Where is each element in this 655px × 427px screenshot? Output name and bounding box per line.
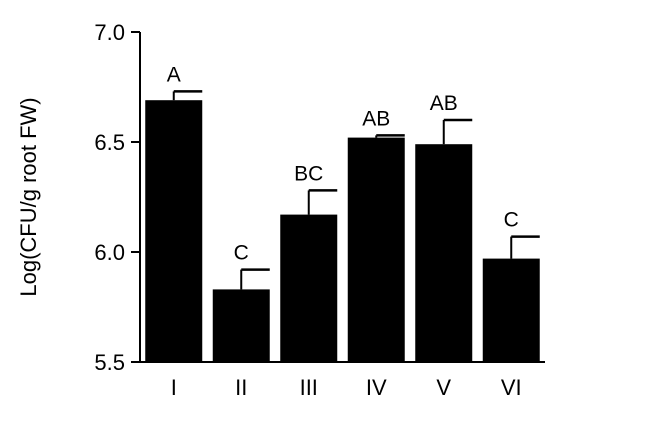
x-tick-label: II (235, 375, 247, 400)
significance-label: BC (294, 162, 323, 185)
bar (145, 100, 203, 362)
y-tick-label: 7.0 (94, 20, 125, 45)
x-tick-label: V (436, 375, 451, 400)
error-bars (172, 90, 540, 290)
significance-labels: A C BC AB AB C (167, 63, 519, 264)
bar (280, 214, 338, 362)
significance-label: AB (362, 107, 390, 130)
x-axis: I II III IV V VI (140, 361, 545, 400)
significance-label: A (167, 63, 181, 86)
y-tick-label: 6.0 (94, 240, 125, 265)
bars (145, 100, 540, 362)
x-tick-label: VI (501, 375, 522, 400)
y-axis-title: Log(CFU/g root FW) (16, 97, 41, 296)
y-tick-label: 5.5 (94, 350, 125, 375)
x-tick-label: III (300, 375, 318, 400)
bar (482, 258, 540, 362)
x-tick-label: I (171, 375, 177, 400)
significance-label: C (234, 242, 249, 265)
significance-label: C (504, 209, 519, 232)
bar (415, 144, 473, 362)
y-axis: 5.5 6.0 6.5 7.0 (94, 20, 141, 375)
significance-label: AB (430, 92, 458, 115)
bar (212, 289, 270, 362)
y-tick-label: 6.5 (94, 130, 125, 155)
x-tick-label: IV (366, 375, 387, 400)
bar (347, 137, 405, 362)
